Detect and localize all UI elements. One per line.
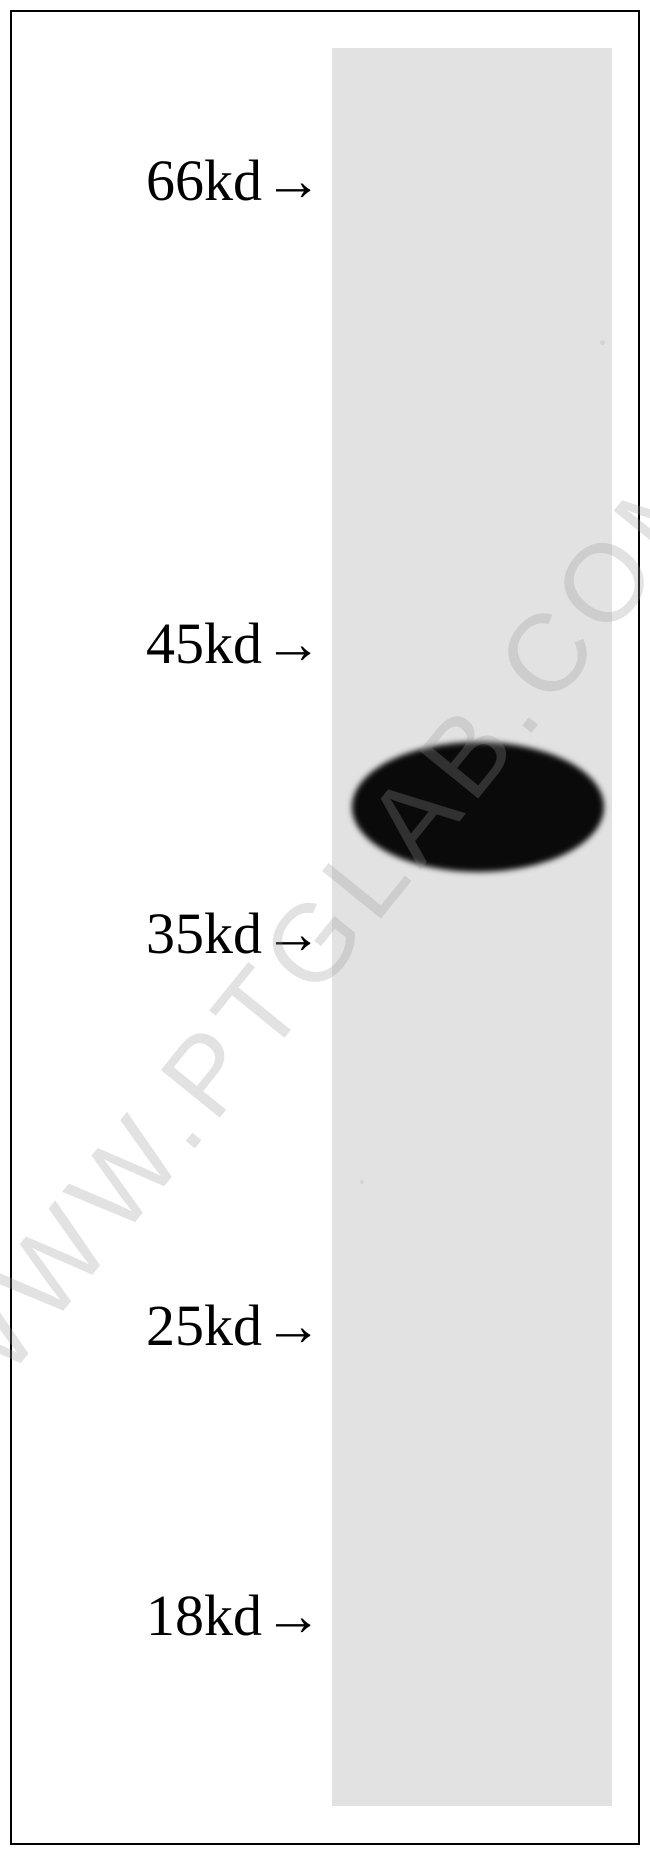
arrow-right-icon: →: [264, 1582, 322, 1649]
mw-marker-text: 66kd: [146, 148, 262, 213]
mw-marker-25kd: 25kd→: [146, 1292, 322, 1359]
mw-marker-45kd: 45kd→: [146, 610, 322, 677]
mw-marker-66kd: 66kd→: [146, 147, 322, 214]
protein-band: [352, 742, 604, 872]
arrow-right-icon: →: [264, 147, 322, 214]
arrow-right-icon: →: [264, 610, 322, 677]
arrow-right-icon: →: [264, 900, 322, 967]
mw-marker-text: 35kd: [146, 901, 262, 966]
blot-lane: [332, 48, 612, 1806]
mw-marker-text: 25kd: [146, 1293, 262, 1358]
mw-marker-text: 18kd: [146, 1583, 262, 1648]
mw-marker-35kd: 35kd→: [146, 900, 322, 967]
arrow-right-icon: →: [264, 1292, 322, 1359]
mw-marker-18kd: 18kd→: [146, 1582, 322, 1649]
mw-marker-text: 45kd: [146, 611, 262, 676]
noise-spot: [360, 1180, 364, 1184]
noise-spot: [600, 340, 605, 345]
